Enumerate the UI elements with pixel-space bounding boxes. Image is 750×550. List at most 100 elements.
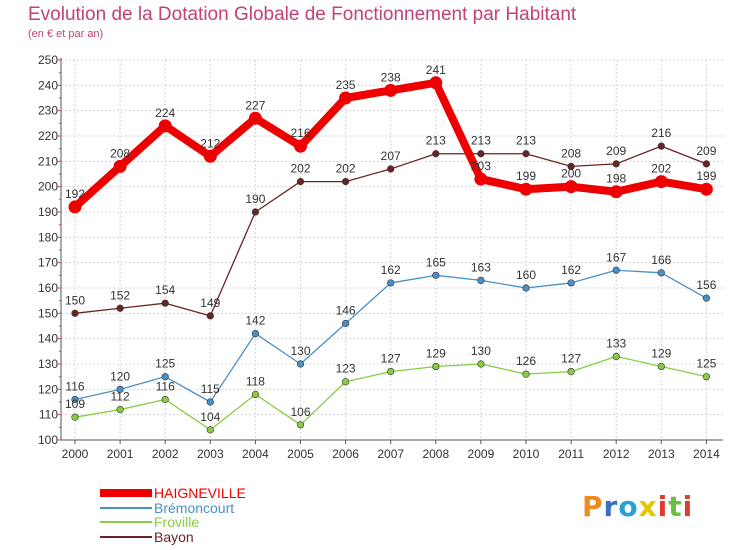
data-label: 106 (290, 405, 310, 419)
data-point (654, 175, 668, 189)
legend-label: Brémoncourt (154, 499, 235, 516)
data-label: 213 (471, 134, 491, 148)
x-tick-label: 2001 (107, 447, 134, 461)
data-point (71, 395, 79, 404)
data-point (339, 91, 353, 105)
x-tick-label: 2002 (152, 447, 179, 461)
legend-swatch (100, 506, 152, 509)
y-tick-label: 200 (38, 180, 58, 194)
data-label: 208 (110, 146, 130, 160)
data-point (161, 373, 169, 381)
data-point (702, 373, 711, 381)
data-label: 213 (426, 134, 446, 148)
x-tick-label: 2011 (558, 447, 584, 461)
y-tick-label: 140 (38, 332, 58, 346)
data-point (612, 160, 620, 168)
data-point (477, 360, 485, 368)
data-label: 200 (561, 167, 581, 181)
y-tick-label: 210 (38, 154, 58, 168)
y-tick-label: 130 (38, 357, 58, 371)
x-tick-label: 2012 (603, 447, 630, 461)
legend-label: Froville (154, 514, 200, 530)
data-label: 116 (156, 379, 175, 393)
y-tick-label: 100 (38, 433, 58, 447)
proxiti-logo: Proxiti (582, 490, 693, 523)
data-label: 208 (561, 146, 581, 160)
x-tick-label: 2008 (422, 447, 449, 461)
data-label: 150 (65, 293, 85, 307)
data-point (116, 304, 124, 312)
data-label: 202 (290, 162, 310, 176)
data-point (702, 160, 711, 168)
data-label: 163 (471, 260, 491, 274)
data-point (342, 319, 350, 328)
x-tick-label: 2000 (62, 447, 89, 461)
data-label: 130 (471, 344, 491, 358)
data-point (251, 390, 259, 399)
x-tick-label: 2010 (513, 447, 540, 461)
data-label: 162 (561, 263, 581, 277)
data-point (612, 352, 620, 361)
y-tick-label: 110 (39, 408, 58, 422)
data-point (203, 149, 217, 163)
data-label: 213 (516, 134, 536, 148)
x-tick-label: 2003 (197, 447, 224, 461)
data-label: 116 (65, 379, 84, 393)
data-point (522, 284, 530, 292)
data-label: 130 (290, 344, 310, 358)
data-point (387, 368, 395, 376)
data-label: 112 (111, 390, 130, 404)
chart-subtitle: (en € et par an) (28, 28, 104, 40)
legend-swatch (100, 535, 152, 538)
data-point (248, 111, 262, 125)
data-label: 115 (201, 382, 220, 396)
data-label: 165 (426, 255, 446, 269)
data-point (296, 360, 305, 368)
data-label: 212 (200, 136, 220, 150)
data-label: 198 (606, 172, 626, 186)
data-point (474, 172, 488, 186)
data-point (609, 185, 623, 199)
data-point (477, 276, 485, 285)
data-point (657, 362, 665, 371)
logo-letter: P (582, 490, 604, 523)
data-point (387, 279, 395, 287)
logo-letter: r (603, 490, 619, 523)
data-point (432, 271, 440, 279)
data-point (71, 309, 79, 317)
data-label: 207 (381, 149, 401, 163)
data-point (206, 426, 214, 434)
x-tick-label: 2009 (468, 447, 495, 461)
data-label: 202 (336, 162, 356, 176)
logo-letter: i (682, 490, 694, 523)
data-label: 227 (245, 98, 265, 112)
data-label: 146 (336, 303, 356, 317)
data-label: 224 (155, 106, 175, 120)
data-point (567, 279, 575, 287)
data-label: 109 (65, 397, 85, 411)
data-label: 123 (336, 362, 356, 376)
y-tick-label: 170 (38, 256, 58, 270)
data-label: 199 (696, 169, 716, 183)
data-point (116, 385, 124, 393)
y-tick-label: 120 (38, 382, 58, 396)
data-label: 156 (696, 278, 716, 292)
data-point (251, 330, 259, 338)
data-label: 162 (381, 263, 401, 277)
data-label: 129 (651, 347, 671, 361)
data-label: 216 (651, 126, 671, 140)
data-point (567, 162, 575, 170)
data-label: 129 (426, 347, 446, 361)
data-point (296, 178, 305, 186)
data-label: 203 (471, 159, 491, 173)
data-point (251, 208, 259, 216)
data-point (71, 413, 79, 421)
x-tick-label: 2014 (693, 447, 720, 461)
data-label: 104 (200, 410, 220, 424)
data-label: 192 (65, 187, 85, 201)
data-point (564, 180, 578, 194)
data-label: 166 (651, 253, 671, 267)
data-label: 118 (246, 374, 265, 388)
data-point (296, 421, 305, 429)
